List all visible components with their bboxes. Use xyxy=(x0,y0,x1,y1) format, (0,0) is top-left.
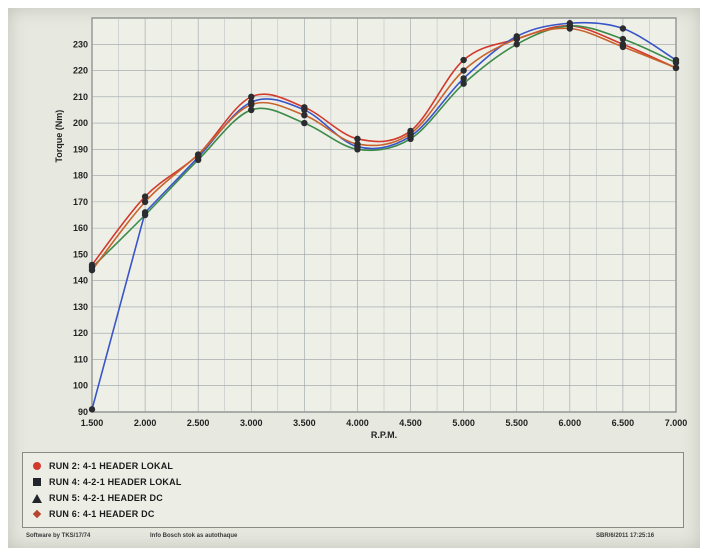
y-axis-title: Torque (Nm) xyxy=(54,110,64,163)
data-point xyxy=(88,406,96,413)
x-tick-label: 5.500 xyxy=(505,418,528,428)
data-point xyxy=(460,80,467,87)
footer-software-text: Software by TKS/17/74 xyxy=(26,533,91,539)
data-point xyxy=(141,198,149,206)
data-point xyxy=(248,101,255,108)
y-tick-labels: 90 100 110 120 130 140 150 160 170 180 190 200 210 22… xyxy=(73,39,88,417)
y-tick-label: 170 xyxy=(73,197,88,207)
data-point xyxy=(88,266,96,274)
legend-label: RUN 5: 4-2-1 HEADER DC xyxy=(49,492,163,503)
data-point xyxy=(354,135,361,143)
legend-label: RUN 2: 4-1 HEADER LOKAL xyxy=(49,460,174,471)
y-tick-label: 220 xyxy=(73,66,88,76)
footer-info-text: Info Bosch stok as autothaque xyxy=(150,533,238,539)
data-point xyxy=(301,111,308,119)
data-point xyxy=(248,106,255,114)
y-tick-label: 130 xyxy=(73,302,88,312)
series-markers xyxy=(88,20,680,413)
data-point xyxy=(301,106,308,114)
footer-timestamp: SBR/6/2011 17:25:16 xyxy=(596,533,655,539)
legend-item-run4: RUN 4: 4-2-1 HEADER LOKAL xyxy=(31,474,182,489)
data-point xyxy=(619,35,627,43)
x-axis-title: R.P.M. xyxy=(371,430,397,440)
x-tick-label: 2.000 xyxy=(134,418,157,428)
x-tick-label: 6.500 xyxy=(612,418,635,428)
red-circle-marker-icon xyxy=(31,460,43,472)
y-tick-label: 150 xyxy=(73,249,88,259)
orange-diamond-marker-icon xyxy=(31,508,43,520)
data-point xyxy=(248,93,255,101)
y-tick-label: 180 xyxy=(73,171,88,181)
data-point xyxy=(619,25,627,32)
x-tick-label: 1.500 xyxy=(81,418,104,428)
y-tick-label: 190 xyxy=(73,144,88,154)
y-tick-label: 120 xyxy=(73,328,88,338)
y-tick-label: 110 xyxy=(73,354,88,364)
data-point xyxy=(672,64,680,72)
data-point xyxy=(619,43,627,51)
data-point xyxy=(460,75,467,82)
legend-label: RUN 4: 4-2-1 HEADER LOKAL xyxy=(49,476,182,487)
x-tick-label: 3.500 xyxy=(293,418,316,428)
gridlines xyxy=(91,17,677,413)
data-point xyxy=(672,56,680,64)
legend-item-run2: RUN 2: 4-1 HEADER LOKAL xyxy=(31,458,173,473)
y-tick-label: 210 xyxy=(73,92,88,102)
green-square-marker-icon xyxy=(31,476,43,488)
legend: RUN 2: 4-1 HEADER LOKAL RUN 4: 4-2-1 HEA… xyxy=(22,452,684,528)
data-point xyxy=(141,209,149,216)
x-tick-label: 5.000 xyxy=(452,418,475,428)
y-tick-label: 200 xyxy=(73,118,88,128)
y-tick-label: 90 xyxy=(78,407,88,417)
x-tick-label: 4.000 xyxy=(346,418,369,428)
data-point xyxy=(460,67,467,74)
x-tick-label: 4.500 xyxy=(399,418,422,428)
x-tick-label: 2.500 xyxy=(187,418,210,428)
data-point xyxy=(513,35,520,43)
y-tick-label: 100 xyxy=(73,381,88,391)
y-tick-label: 140 xyxy=(73,276,88,286)
data-point xyxy=(460,56,467,64)
x-tick-label: 6.000 xyxy=(559,418,582,428)
legend-item-run6: RUN 6: 4-1 HEADER DC xyxy=(31,506,155,521)
data-point xyxy=(301,119,308,127)
data-point xyxy=(194,151,202,158)
data-point xyxy=(407,130,414,137)
data-point xyxy=(141,193,149,200)
data-point xyxy=(566,20,574,27)
legend-label: RUN 6: 4-1 HEADER DC xyxy=(49,508,155,519)
y-tick-label: 230 xyxy=(73,39,88,49)
x-tick-label: 7.000 xyxy=(665,418,688,428)
data-point xyxy=(566,25,574,32)
x-tick-label: 3.000 xyxy=(240,418,263,428)
blue-triangle-marker-icon xyxy=(31,492,43,504)
legend-item-run5: RUN 5: 4-2-1 HEADER DC xyxy=(31,490,163,505)
data-point xyxy=(354,140,361,148)
data-point xyxy=(513,41,520,48)
x-tick-labels: 1.500 2.000 2.500 3.000 3.500 4.000 4.500 5.000… xyxy=(81,418,688,428)
y-tick-label: 160 xyxy=(73,223,88,233)
